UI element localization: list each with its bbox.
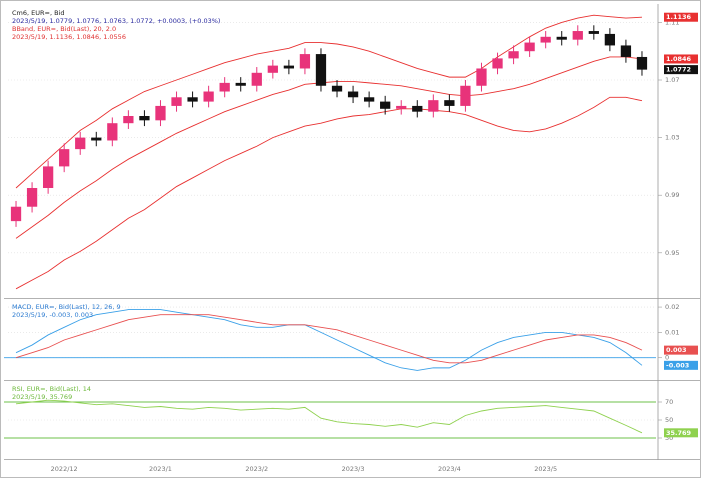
- panel-header: MACD, EUR=, Bid(Last), 12, 26, 9: [12, 303, 121, 311]
- candle-body: [219, 82, 230, 92]
- candle-body: [347, 91, 359, 98]
- candle-body: [299, 54, 311, 69]
- y-tick-label: 50: [665, 416, 673, 424]
- y-tick-label: 0.95: [665, 249, 679, 257]
- candle-body: [540, 36, 551, 43]
- panel-header: 2023/5/19, 35.769: [12, 393, 72, 401]
- price-tag-label: 1.1136: [666, 13, 692, 21]
- candle-body: [315, 54, 327, 86]
- price-tag: [664, 428, 698, 438]
- candle-body: [444, 100, 455, 106]
- price-tag: [664, 54, 698, 64]
- price-tag-label: -0.003: [666, 361, 689, 369]
- candle-body: [492, 58, 503, 69]
- candle-body: [428, 100, 439, 112]
- panel-header: 2023/5/19, -0.003, 0.003: [12, 311, 93, 319]
- candle-body: [556, 36, 567, 40]
- series-line: [15, 56, 643, 239]
- y-tick-label: 0.01: [665, 328, 679, 336]
- price-tag: [664, 12, 698, 22]
- price-tag-label: 35.769: [666, 429, 692, 437]
- y-tick-label: 0.02: [665, 303, 679, 311]
- candle-body: [10, 206, 22, 222]
- candle-body: [155, 105, 166, 121]
- y-tick-label: 1.03: [665, 134, 679, 142]
- candle-body: [251, 72, 262, 86]
- candle-body: [508, 51, 519, 59]
- price-tag: [664, 345, 698, 355]
- y-tick-label: 0.99: [665, 191, 679, 199]
- candle-body: [187, 97, 198, 102]
- candle-body: [107, 123, 118, 141]
- series-line: [15, 309, 643, 371]
- x-tick-label: 2023/2: [245, 465, 268, 473]
- x-tick-label: 2022/12: [51, 465, 78, 473]
- y-tick-label: 1.11: [665, 18, 679, 26]
- candle-body: [283, 65, 295, 69]
- candle-body: [75, 137, 86, 150]
- y-tick-label: 0: [665, 354, 669, 362]
- price-tag: [664, 65, 698, 75]
- candle-body: [572, 31, 583, 40]
- candle-body: [123, 116, 134, 124]
- candle-body: [460, 85, 471, 106]
- x-tick-label: 2023/4: [438, 465, 461, 473]
- candle-body: [139, 116, 150, 121]
- candle-body: [620, 45, 632, 57]
- candle-body: [588, 31, 599, 34]
- series-line: [15, 14, 642, 189]
- series-line: [15, 314, 643, 364]
- y-tick-label: 30: [665, 434, 673, 442]
- candle-body: [524, 42, 535, 52]
- price-tag-label: 1.0846: [666, 55, 692, 63]
- candle-body: [203, 91, 214, 102]
- candle-body: [380, 101, 391, 109]
- y-tick-label: 1.07: [665, 76, 679, 84]
- price-tag-label: 0.003: [666, 346, 687, 354]
- candle-body: [91, 137, 102, 141]
- candle-body: [396, 105, 407, 109]
- candle-body: [171, 97, 182, 106]
- series-line: [15, 399, 643, 434]
- candle-body: [26, 188, 38, 207]
- candle-body: [331, 85, 343, 92]
- x-tick-label: 2023/3: [342, 465, 365, 473]
- price-tag-label: 1.0772: [666, 66, 691, 74]
- x-tick-label: 2023/1: [149, 465, 172, 473]
- candle-body: [59, 149, 70, 167]
- candle-body: [476, 68, 487, 86]
- candle-body: [267, 65, 278, 73]
- panel-header: BBand, EUR=, Bid(Last), 20, 2.0: [12, 25, 116, 33]
- candle-body: [363, 97, 375, 102]
- candle-body: [42, 166, 54, 188]
- panel-header: 2023/5/19, 1.0779, 1.0776, 1.0763, 1.077…: [12, 17, 220, 25]
- candle-body: [604, 33, 616, 46]
- x-tick-label: 2023/5: [534, 465, 557, 473]
- candle-body: [235, 82, 246, 86]
- candle-body: [636, 56, 648, 70]
- panel-header: RSI, EUR=, Bid(Last), 14: [12, 385, 91, 393]
- price-tag: [664, 360, 698, 370]
- candle-body: [412, 105, 423, 112]
- y-tick-label: 70: [665, 398, 673, 406]
- panel-header: Cm6, EUR=, Bid: [12, 9, 65, 17]
- panel-header: 2023/5/19, 1.1136, 1.0846, 1.0556: [12, 33, 126, 41]
- series-line: [15, 96, 643, 290]
